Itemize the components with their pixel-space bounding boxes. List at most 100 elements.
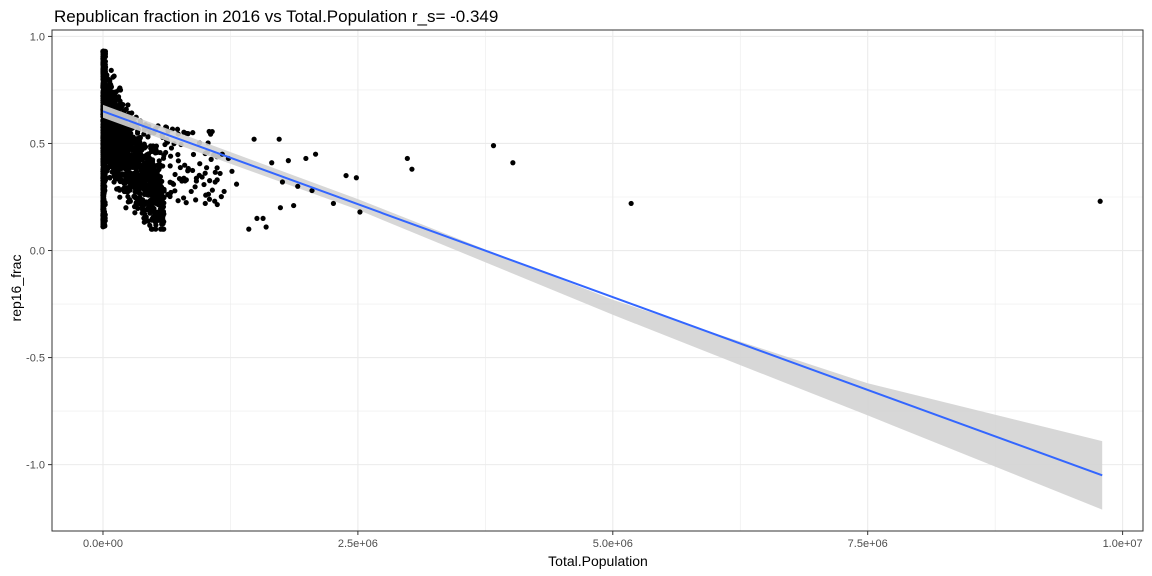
data-point xyxy=(128,160,134,166)
data-point xyxy=(263,224,269,230)
data-point xyxy=(100,186,106,193)
data-point xyxy=(201,181,207,188)
data-point xyxy=(510,160,516,166)
data-point xyxy=(1097,198,1103,204)
data-point xyxy=(100,147,107,153)
data-point xyxy=(124,135,130,141)
data-point xyxy=(134,136,140,142)
data-point xyxy=(147,156,153,162)
data-point xyxy=(163,149,169,156)
data-point xyxy=(105,132,111,138)
data-point xyxy=(135,160,141,166)
data-point xyxy=(155,178,161,184)
data-point xyxy=(174,126,181,132)
data-point xyxy=(120,154,127,160)
x-tick-label: 5.0e+06 xyxy=(593,538,633,550)
data-point xyxy=(115,138,122,144)
data-point xyxy=(130,164,136,170)
data-point xyxy=(202,200,208,207)
data-point xyxy=(217,170,223,177)
data-point xyxy=(205,191,212,197)
data-point xyxy=(160,163,166,169)
data-point xyxy=(177,164,183,171)
data-point xyxy=(151,212,158,218)
data-point xyxy=(185,168,191,174)
data-point xyxy=(101,49,107,55)
data-point xyxy=(107,89,113,95)
data-point xyxy=(118,173,124,179)
data-point xyxy=(116,102,122,108)
data-point xyxy=(159,194,166,200)
data-point xyxy=(104,76,110,82)
data-point xyxy=(134,195,140,201)
data-point xyxy=(100,168,106,175)
data-point xyxy=(132,185,138,191)
data-point xyxy=(111,173,117,179)
data-point xyxy=(101,178,107,184)
data-point xyxy=(105,149,112,155)
data-point xyxy=(123,140,130,146)
data-point xyxy=(193,175,200,181)
data-point xyxy=(182,162,188,168)
data-point xyxy=(404,155,410,162)
data-point xyxy=(119,124,126,130)
data-point xyxy=(106,154,113,160)
data-point xyxy=(112,129,118,135)
data-point xyxy=(108,67,114,73)
data-point xyxy=(109,141,115,147)
data-point xyxy=(212,169,218,175)
data-point xyxy=(197,161,203,167)
data-point xyxy=(409,166,415,172)
data-point xyxy=(181,129,187,135)
data-point xyxy=(157,174,163,180)
data-point xyxy=(175,158,181,164)
confidence-band xyxy=(103,104,1103,510)
chart-title: Republican fraction in 2016 vs Total.Pop… xyxy=(54,7,498,26)
data-point xyxy=(117,165,123,171)
data-point xyxy=(155,187,161,193)
data-point xyxy=(110,151,116,157)
data-point xyxy=(206,196,213,202)
data-point xyxy=(202,170,208,176)
data-point xyxy=(101,154,107,160)
data-point xyxy=(254,215,260,222)
data-point xyxy=(102,142,108,148)
x-tick-label: 2.5e+06 xyxy=(338,538,378,550)
data-point xyxy=(101,221,108,228)
data-point xyxy=(156,200,162,207)
data-point xyxy=(123,106,129,112)
data-point xyxy=(153,143,159,149)
data-point xyxy=(159,178,165,184)
x-axis-title: Total.Population xyxy=(548,553,648,569)
data-point xyxy=(285,158,291,164)
data-point xyxy=(126,153,132,160)
data-point xyxy=(188,188,194,195)
y-tick-label: 0.0 xyxy=(30,246,45,258)
data-point xyxy=(157,149,163,156)
data-point xyxy=(172,171,178,178)
data-point xyxy=(115,185,122,192)
data-point xyxy=(233,181,240,187)
data-point xyxy=(330,200,337,207)
data-point xyxy=(212,198,218,204)
data-point xyxy=(102,160,108,166)
data-point xyxy=(170,181,177,187)
data-point xyxy=(165,191,171,198)
data-point xyxy=(148,148,155,155)
plot-panel: 0.0e+00 2.5e+06 5.0e+06 7.5e+06 1.0e+07 -1.0 -… xyxy=(26,29,1144,550)
y-tick-label: -0.5 xyxy=(26,353,45,365)
data-point xyxy=(113,154,119,160)
data-point xyxy=(291,202,297,209)
data-point xyxy=(100,89,106,95)
data-point xyxy=(101,205,107,212)
data-point xyxy=(141,219,147,225)
data-point xyxy=(149,226,155,232)
data-point xyxy=(189,167,196,174)
data-point xyxy=(143,214,149,220)
data-point xyxy=(628,200,634,207)
data-point xyxy=(168,145,175,151)
data-point xyxy=(125,102,131,108)
data-point xyxy=(102,66,108,73)
data-point xyxy=(120,101,126,108)
data-point xyxy=(167,163,173,169)
